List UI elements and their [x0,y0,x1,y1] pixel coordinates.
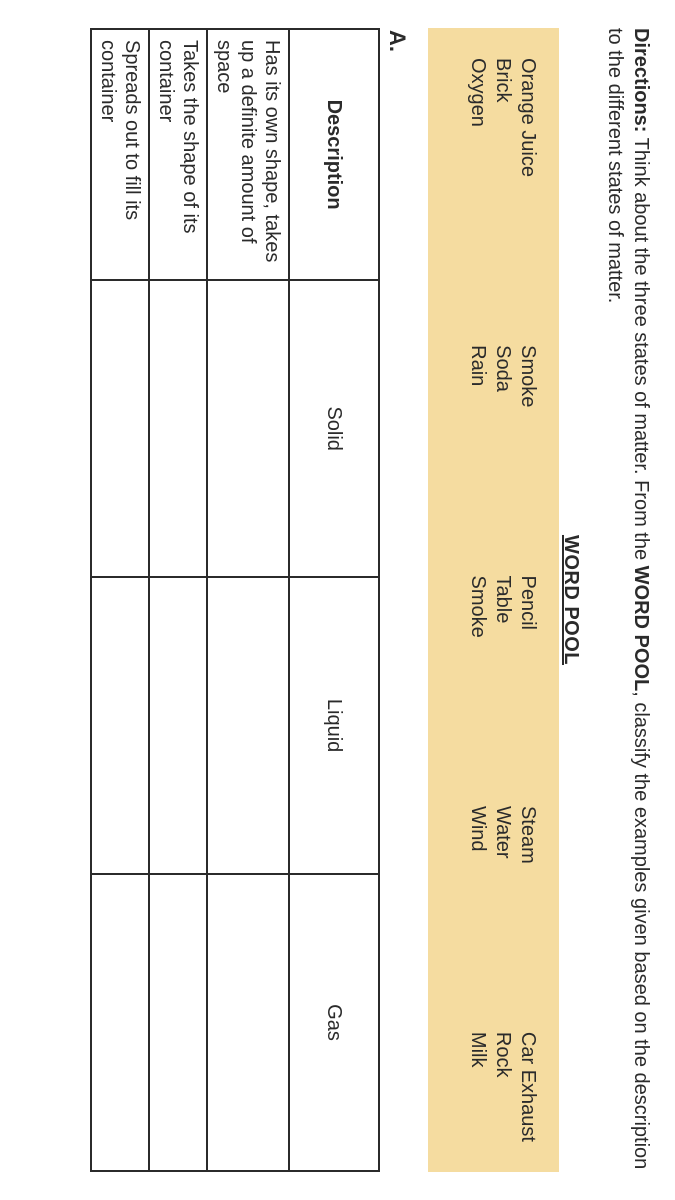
directions-text-1: Think about the three states of matter. … [630,138,652,566]
word-pool-item: Water [491,806,514,864]
worksheet-page: Directions: Think about the three states… [0,0,675,1200]
cell-gas[interactable] [149,874,207,1171]
word-pool-item: Milk [466,1032,489,1142]
row-description: Has its own shape, takes up a definite a… [207,29,289,280]
word-pool-col: Pencil Table Smoke [466,576,539,638]
cell-liquid[interactable] [207,577,289,874]
col-header-gas: Gas [289,874,379,1171]
word-pool-item: Wind [466,806,489,864]
word-pool-item: Brick [491,58,514,177]
word-pool-item: Rock [491,1032,514,1142]
states-table: Description Solid Liquid Gas Has its own… [90,28,380,1172]
cell-gas[interactable] [91,874,149,1171]
word-pool-item: Soda [491,345,514,407]
word-pool-item: Orange Juice [516,58,539,177]
word-pool-item: Pencil [516,576,539,638]
word-pool-item: Smoke [516,345,539,407]
word-pool-title: WORD POOL [559,28,582,1172]
cell-liquid[interactable] [149,577,207,874]
word-pool-item: Steam [516,806,539,864]
word-pool-col: Orange Juice Brick Oxygen [466,58,539,177]
word-pool-item: Car Exhaust [516,1032,539,1142]
word-pool-item: Oxygen [466,58,489,177]
directions-label: Directions: [630,28,652,132]
word-pool-item: Table [491,576,514,638]
cell-solid[interactable] [149,280,207,577]
section-label: A. [384,30,410,1172]
cell-gas[interactable] [207,874,289,1171]
table-row: Takes the shape of its container [149,29,207,1171]
row-description: Takes the shape of its container [149,29,207,280]
cell-solid[interactable] [207,280,289,577]
word-pool-col: Car Exhaust Rock Milk [466,1032,539,1142]
col-header-description: Description [289,29,379,280]
directions: Directions: Think about the three states… [602,28,653,1172]
directions-emph: WORD POOL [630,566,652,692]
cell-solid[interactable] [91,280,149,577]
word-pool-col: Smoke Soda Rain [466,345,539,407]
word-pool-col: Steam Water Wind [466,806,539,864]
table-row: Spreads out to fill its container [91,29,149,1171]
word-pool: Orange Juice Brick Oxygen Smoke Soda Rai… [428,28,559,1172]
col-header-solid: Solid [289,280,379,577]
col-header-liquid: Liquid [289,577,379,874]
cell-liquid[interactable] [91,577,149,874]
word-pool-item: Smoke [466,576,489,638]
row-description: Spreads out to fill its container [91,29,149,280]
table-header-row: Description Solid Liquid Gas [289,29,379,1171]
word-pool-item: Rain [466,345,489,407]
table-row: Has its own shape, takes up a definite a… [207,29,289,1171]
